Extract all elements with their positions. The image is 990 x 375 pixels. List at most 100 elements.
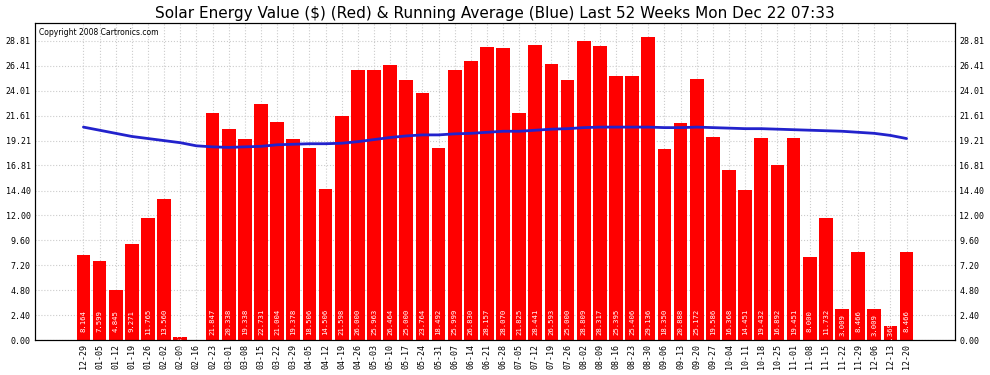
Text: 26.000: 26.000	[354, 308, 360, 334]
Text: 3.009: 3.009	[871, 314, 877, 336]
Bar	[626, 76, 640, 340]
Bar	[787, 138, 801, 340]
Text: 7.599: 7.599	[97, 310, 103, 333]
Bar	[674, 123, 687, 340]
Text: 18.492: 18.492	[436, 308, 442, 334]
Bar	[819, 218, 833, 340]
Bar	[529, 45, 543, 340]
Text: 8.466: 8.466	[855, 310, 861, 333]
Text: 8.466: 8.466	[904, 310, 910, 333]
Bar	[496, 48, 510, 340]
Text: 21.847: 21.847	[210, 308, 216, 334]
Bar	[754, 138, 768, 340]
Text: 28.809: 28.809	[581, 308, 587, 334]
Text: 19.586: 19.586	[710, 308, 716, 334]
Text: 3.009: 3.009	[839, 314, 845, 336]
Text: 28.441: 28.441	[533, 308, 539, 334]
Text: 22.731: 22.731	[258, 308, 264, 334]
Bar	[416, 93, 430, 340]
Bar	[93, 261, 107, 340]
Bar	[836, 309, 848, 340]
Bar	[770, 165, 784, 340]
Text: 11.765: 11.765	[145, 308, 151, 334]
Bar	[722, 170, 736, 340]
Text: 19.338: 19.338	[242, 308, 248, 334]
Bar	[690, 78, 704, 340]
Text: 19.378: 19.378	[290, 308, 296, 334]
Bar	[383, 65, 397, 340]
Text: 14.506: 14.506	[323, 308, 329, 334]
Bar	[319, 189, 333, 340]
Bar	[350, 70, 364, 340]
Bar	[432, 148, 446, 340]
Bar	[222, 129, 236, 340]
Bar	[447, 70, 461, 340]
Text: Copyright 2008 Cartronics.com: Copyright 2008 Cartronics.com	[40, 28, 158, 37]
Text: 28.157: 28.157	[484, 308, 490, 334]
Text: 16.892: 16.892	[774, 308, 780, 334]
Bar	[238, 139, 251, 340]
Bar	[109, 290, 123, 340]
Bar	[206, 113, 220, 340]
Text: 20.338: 20.338	[226, 308, 232, 334]
Bar	[593, 46, 607, 340]
Bar	[657, 150, 671, 340]
Bar	[609, 76, 623, 340]
Text: 11.732: 11.732	[823, 308, 829, 334]
Bar	[739, 190, 752, 340]
Text: 4.845: 4.845	[113, 310, 119, 333]
Bar	[706, 136, 720, 340]
Text: 8.164: 8.164	[80, 310, 86, 333]
Text: 25.999: 25.999	[451, 308, 457, 334]
Text: 8.000: 8.000	[807, 310, 813, 333]
Bar	[577, 41, 591, 340]
Text: 18.350: 18.350	[661, 308, 667, 334]
Text: 18.506: 18.506	[306, 308, 313, 334]
Bar	[900, 252, 914, 340]
Bar	[513, 113, 526, 340]
Text: 19.451: 19.451	[791, 308, 797, 334]
Text: 21.004: 21.004	[274, 308, 280, 334]
Bar	[367, 70, 381, 340]
Text: 16.368: 16.368	[726, 308, 732, 334]
Bar	[480, 48, 494, 340]
Text: 29.136: 29.136	[645, 308, 651, 334]
Bar	[867, 309, 881, 340]
Bar	[560, 80, 574, 340]
Bar	[544, 64, 558, 340]
Text: 25.000: 25.000	[403, 308, 409, 334]
Text: 19.432: 19.432	[758, 308, 764, 334]
Bar	[270, 122, 284, 340]
Text: 21.825: 21.825	[516, 308, 522, 334]
Text: 25.963: 25.963	[371, 308, 377, 334]
Text: 25.406: 25.406	[630, 308, 636, 334]
Text: 26.593: 26.593	[548, 308, 554, 334]
Text: 21.598: 21.598	[339, 308, 345, 334]
Text: 9.271: 9.271	[129, 310, 135, 333]
Text: 14.451: 14.451	[742, 308, 748, 334]
Text: 1.369: 1.369	[887, 322, 893, 344]
Bar	[883, 326, 897, 340]
Text: 20.888: 20.888	[677, 308, 684, 334]
Bar	[335, 116, 348, 340]
Bar	[399, 80, 413, 340]
Bar	[803, 257, 817, 340]
Bar	[125, 244, 139, 340]
Bar	[464, 61, 477, 340]
Text: 23.764: 23.764	[420, 308, 426, 334]
Bar	[303, 148, 316, 340]
Bar	[173, 337, 187, 340]
Text: 28.070: 28.070	[500, 308, 506, 334]
Bar	[642, 37, 655, 340]
Bar	[76, 255, 90, 340]
Text: 25.395: 25.395	[613, 308, 619, 334]
Title: Solar Energy Value ($) (Red) & Running Average (Blue) Last 52 Weeks Mon Dec 22 0: Solar Energy Value ($) (Red) & Running A…	[155, 6, 835, 21]
Text: 26.830: 26.830	[468, 308, 474, 334]
Text: 25.000: 25.000	[564, 308, 570, 334]
Bar	[851, 252, 865, 340]
Bar	[142, 218, 154, 340]
Bar	[157, 199, 171, 340]
Bar	[286, 139, 300, 340]
Text: 13.560: 13.560	[161, 308, 167, 334]
Text: 25.172: 25.172	[694, 308, 700, 334]
